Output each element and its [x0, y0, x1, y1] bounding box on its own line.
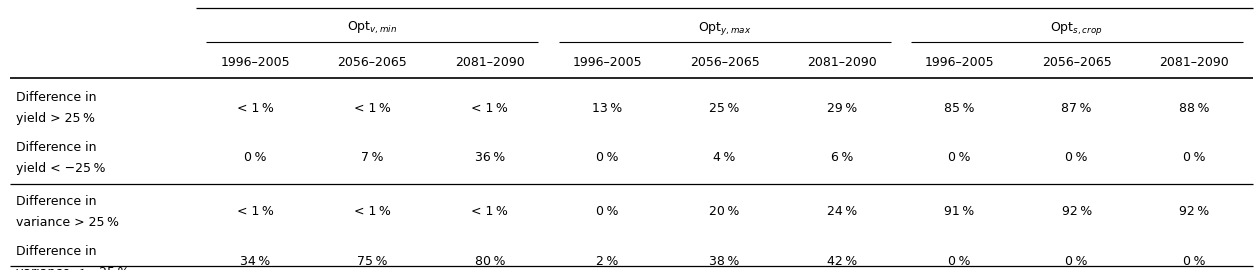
Text: 2081–2090: 2081–2090 — [807, 56, 876, 69]
Text: 0 %: 0 % — [948, 151, 971, 164]
Text: 38 %: 38 % — [709, 255, 740, 268]
Text: 20 %: 20 % — [709, 205, 740, 218]
Text: 34 %: 34 % — [240, 255, 271, 268]
Text: 0 %: 0 % — [244, 151, 267, 164]
Text: Opt$_{v,min}$: Opt$_{v,min}$ — [347, 20, 398, 36]
Text: 13 %: 13 % — [592, 102, 622, 114]
Text: 25 %: 25 % — [709, 102, 740, 114]
Text: yield > 25 %: yield > 25 % — [16, 112, 96, 125]
Text: < 1 %: < 1 % — [237, 102, 273, 114]
Text: Opt$_{s,crop}$: Opt$_{s,crop}$ — [1050, 20, 1103, 37]
Text: < 1 %: < 1 % — [471, 102, 509, 114]
Text: 80 %: 80 % — [475, 255, 505, 268]
Text: 92 %: 92 % — [1061, 205, 1092, 218]
Text: yield < −25 %: yield < −25 % — [16, 162, 106, 175]
Text: Difference in: Difference in — [16, 245, 97, 258]
Text: 87 %: 87 % — [1061, 102, 1092, 114]
Text: 6 %: 6 % — [831, 151, 854, 164]
Text: 2081–2090: 2081–2090 — [454, 56, 525, 69]
Text: 0 %: 0 % — [596, 205, 618, 218]
Text: 2056–2065: 2056–2065 — [337, 56, 408, 69]
Text: variance > 25 %: variance > 25 % — [16, 216, 120, 229]
Text: 29 %: 29 % — [827, 102, 857, 114]
Text: 75 %: 75 % — [358, 255, 388, 268]
Text: Opt$_{y,max}$: Opt$_{y,max}$ — [697, 20, 752, 37]
Text: 88 %: 88 % — [1178, 102, 1210, 114]
Text: 92 %: 92 % — [1178, 205, 1209, 218]
Text: 7 %: 7 % — [361, 151, 384, 164]
Text: 0 %: 0 % — [948, 255, 971, 268]
Text: 2081–2090: 2081–2090 — [1160, 56, 1229, 69]
Text: 2056–2065: 2056–2065 — [690, 56, 759, 69]
Text: 85 %: 85 % — [944, 102, 974, 114]
Text: Difference in: Difference in — [16, 141, 97, 154]
Text: 0 %: 0 % — [1065, 255, 1088, 268]
Text: Difference in: Difference in — [16, 195, 97, 208]
Text: 0 %: 0 % — [1182, 151, 1205, 164]
Text: < 1 %: < 1 % — [237, 205, 273, 218]
Text: 0 %: 0 % — [596, 151, 618, 164]
Text: 24 %: 24 % — [827, 205, 857, 218]
Text: 36 %: 36 % — [475, 151, 505, 164]
Text: 2056–2065: 2056–2065 — [1041, 56, 1112, 69]
Text: Difference in: Difference in — [16, 91, 97, 104]
Text: < 1 %: < 1 % — [471, 205, 509, 218]
Text: 91 %: 91 % — [944, 205, 974, 218]
Text: 0 %: 0 % — [1065, 151, 1088, 164]
Text: 1996–2005: 1996–2005 — [924, 56, 995, 69]
Text: 42 %: 42 % — [827, 255, 857, 268]
Text: variance < −25 %: variance < −25 % — [16, 266, 130, 270]
Text: 0 %: 0 % — [1182, 255, 1205, 268]
Text: 1996–2005: 1996–2005 — [220, 56, 290, 69]
Text: < 1 %: < 1 % — [354, 102, 390, 114]
Text: 2 %: 2 % — [596, 255, 618, 268]
Text: 1996–2005: 1996–2005 — [573, 56, 642, 69]
Text: < 1 %: < 1 % — [354, 205, 390, 218]
Text: 4 %: 4 % — [714, 151, 735, 164]
